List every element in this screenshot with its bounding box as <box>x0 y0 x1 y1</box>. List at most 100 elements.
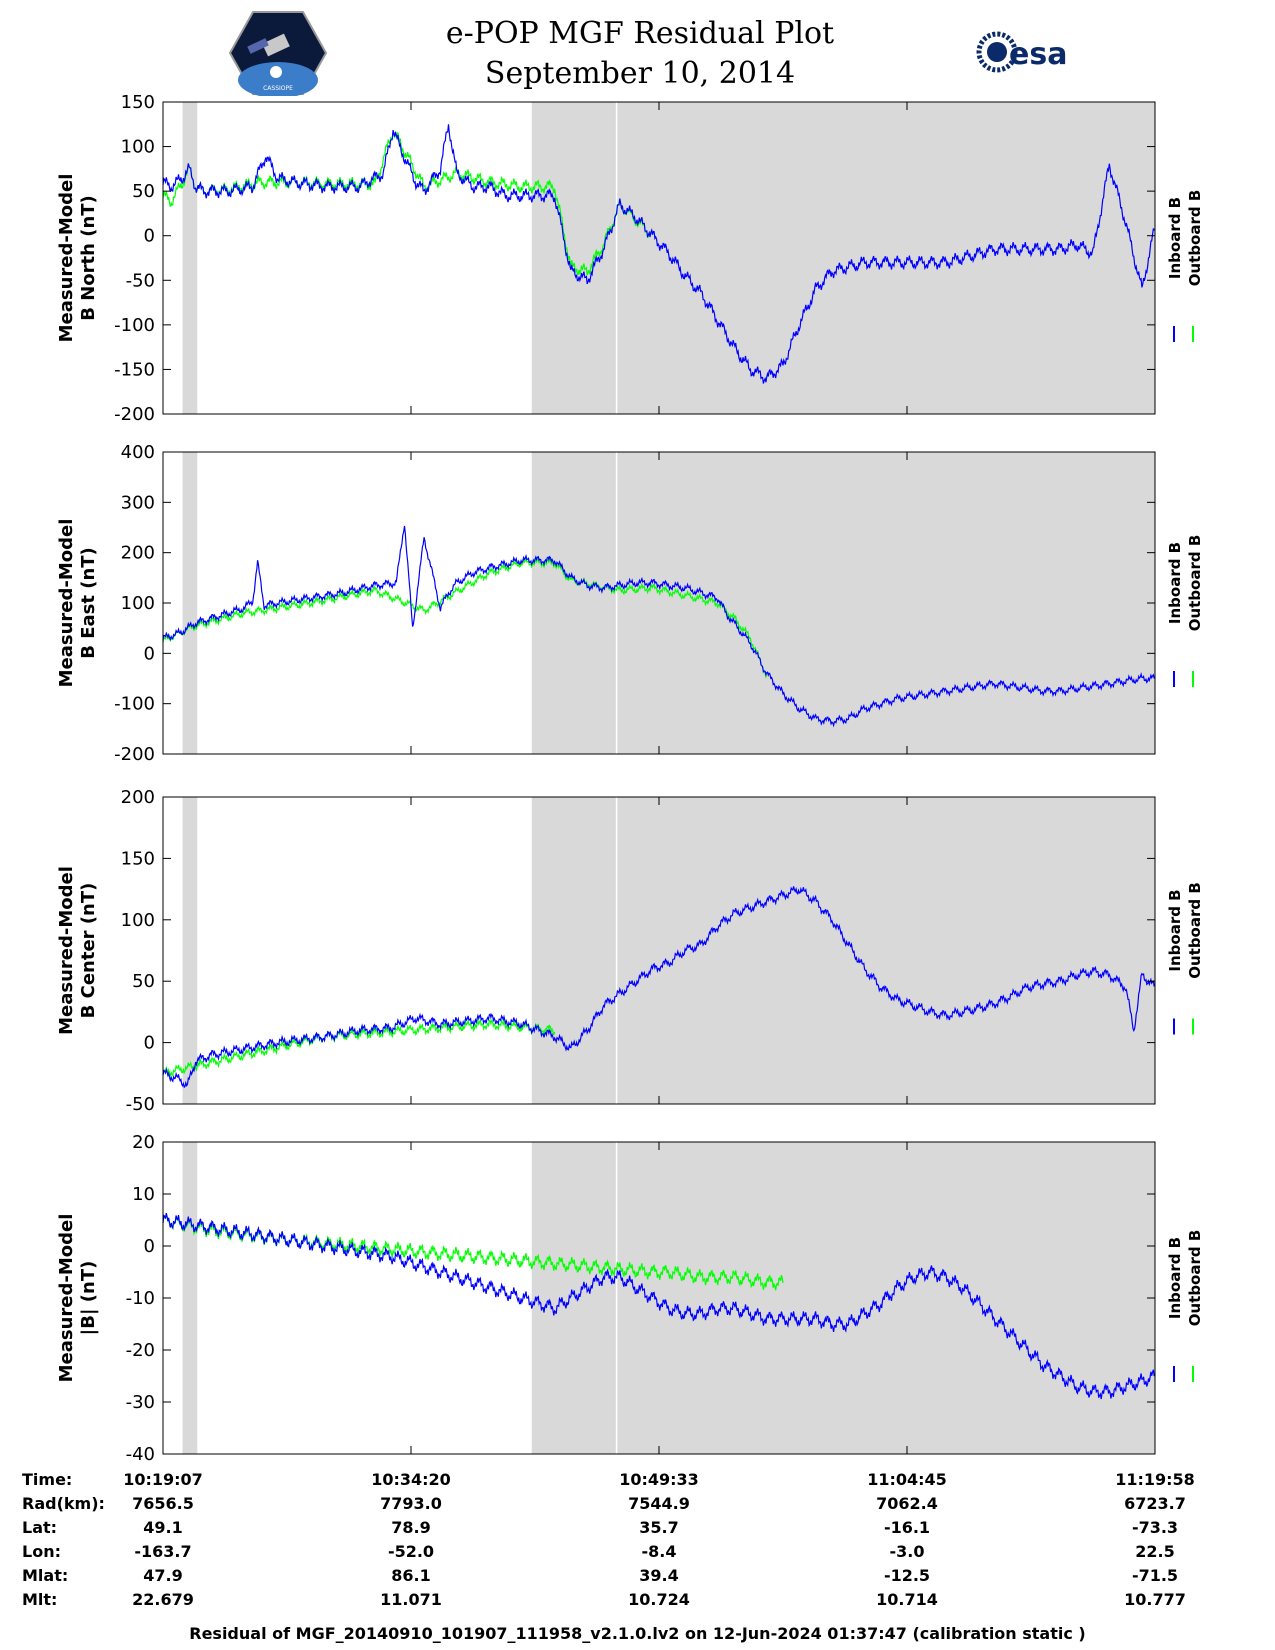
table-cell: -163.7 <box>134 1542 192 1561</box>
footer-caption: Residual of MGF_20140910_101907_111958_v… <box>189 1624 1086 1643</box>
y-tick-label: 200 <box>121 787 155 808</box>
legend-inboard-label: Inboard B <box>1166 1237 1184 1319</box>
table-cell: 78.9 <box>391 1518 431 1537</box>
y-tick-label: -40 <box>126 1444 155 1465</box>
series-line-inboard-b <box>162 124 1155 384</box>
y-axis-label-line: Measured-Model <box>56 519 77 688</box>
svg-text:CASSIOPE: CASSIOPE <box>263 85 293 92</box>
legend-outboard-label: Outboard B <box>1186 1230 1204 1327</box>
y-axis-label-line: Measured-Model <box>56 1214 77 1383</box>
y-tick-label: 300 <box>121 492 155 513</box>
y-tick-label: 20 <box>132 1132 155 1153</box>
y-tick-label: 0 <box>144 1033 155 1054</box>
table-cell: 22.679 <box>132 1590 194 1609</box>
legend-outboard-label: Outboard B <box>1186 535 1204 632</box>
legend-inboard-label: Inboard B <box>1166 542 1184 624</box>
table-row-label: Mlat: <box>22 1566 69 1585</box>
table-cell: 35.7 <box>639 1518 679 1537</box>
series-line-inboard-b <box>162 525 1155 728</box>
series-line-outboard-b <box>162 1018 556 1078</box>
table-cell: -71.5 <box>1131 1566 1179 1585</box>
shaded-region <box>531 452 1155 754</box>
shaded-region <box>182 452 198 754</box>
legend-inboard-label: Inboard B <box>1166 197 1184 279</box>
y-tick-label: 100 <box>121 593 155 614</box>
plot-title: e-POP MGF Residual Plot <box>445 16 835 51</box>
series-line-inboard-b <box>162 886 1155 1089</box>
y-axis-label: Measured-ModelB North (nT) <box>56 174 99 343</box>
table-cell: 7793.0 <box>380 1494 442 1513</box>
table-cell: 49.1 <box>143 1518 183 1537</box>
shaded-region <box>531 1142 1155 1454</box>
table-cell: 10.777 <box>1124 1590 1186 1609</box>
table-cell: -8.4 <box>641 1542 677 1561</box>
table-cell: 22.5 <box>1135 1542 1175 1561</box>
table-cell: 10:19:07 <box>123 1470 203 1489</box>
y-axis-label-line: Measured-Model <box>56 174 77 343</box>
table-cell: 11.071 <box>380 1590 442 1609</box>
y-tick-label: 150 <box>121 848 155 869</box>
table-cell: 6723.7 <box>1124 1494 1186 1513</box>
y-axis-label-line: B East (nT) <box>78 547 99 659</box>
table-cell: 7656.5 <box>132 1494 194 1513</box>
table-cell: 39.4 <box>639 1566 679 1585</box>
table-cell: 10.724 <box>628 1590 690 1609</box>
y-tick-label: -10 <box>126 1288 155 1309</box>
svg-text:esa: esa <box>1009 37 1067 72</box>
table-cell: -16.1 <box>883 1518 931 1537</box>
y-tick-label: 100 <box>121 137 155 158</box>
y-tick-label: 50 <box>132 971 155 992</box>
table-cell: -12.5 <box>883 1566 931 1585</box>
table-cell: -73.3 <box>1131 1518 1179 1537</box>
table-cell: 47.9 <box>143 1566 183 1585</box>
table-row-label: Lon: <box>22 1542 61 1561</box>
y-tick-label: 50 <box>132 181 155 202</box>
y-tick-label: -20 <box>126 1340 155 1361</box>
table-cell: 10.714 <box>876 1590 938 1609</box>
y-axis-label-line: B North (nT) <box>78 195 99 321</box>
series-line-inboard-b <box>162 1212 1155 1400</box>
cassiope-logo: CASSIOPE <box>228 11 328 96</box>
table-cell: 7544.9 <box>628 1494 690 1513</box>
y-tick-label: 0 <box>144 1236 155 1257</box>
shaded-region <box>182 797 198 1104</box>
y-tick-label: 200 <box>121 543 155 564</box>
y-axis-label: Measured-ModelB Center (nT) <box>56 866 99 1035</box>
y-tick-label: -50 <box>126 270 155 291</box>
y-tick-label: -200 <box>114 404 155 425</box>
legend-outboard-label: Outboard B <box>1186 882 1204 979</box>
y-axis-label-line: |B| (nT) <box>78 1261 99 1336</box>
y-tick-label: -100 <box>114 694 155 715</box>
table-row-label: Lat: <box>22 1518 58 1537</box>
table-cell: 10:34:20 <box>371 1470 451 1489</box>
y-tick-label: -30 <box>126 1392 155 1413</box>
table-cell: -52.0 <box>387 1542 435 1561</box>
esa-logo: esa <box>976 31 1067 73</box>
y-tick-label: 0 <box>144 226 155 247</box>
table-cell: 11:04:45 <box>867 1470 947 1489</box>
legend-inboard-label: Inboard B <box>1166 889 1184 971</box>
shaded-region <box>531 102 1155 414</box>
y-tick-label: -100 <box>114 315 155 336</box>
table-row-label: Time: <box>22 1470 73 1489</box>
table-cell: -3.0 <box>889 1542 925 1561</box>
y-axis-label: Measured-ModelB East (nT) <box>56 519 99 688</box>
y-tick-label: 150 <box>121 92 155 113</box>
title-block: e-POP MGF Residual Plot September 10, 20… <box>340 14 940 94</box>
table-cell: 10:49:33 <box>619 1470 699 1489</box>
table-cell: 86.1 <box>391 1566 431 1585</box>
y-tick-label: 10 <box>132 1184 155 1205</box>
shaded-region <box>182 1142 198 1454</box>
legend-outboard-label: Outboard B <box>1186 190 1204 287</box>
table-row-label: Mlt: <box>22 1590 58 1609</box>
table-cell: 7062.4 <box>876 1494 938 1513</box>
plot-date: September 10, 2014 <box>484 56 796 91</box>
y-axis-label: Measured-Model|B| (nT) <box>56 1214 99 1383</box>
y-tick-label: -150 <box>114 359 155 380</box>
y-axis-label-line: Measured-Model <box>56 866 77 1035</box>
y-tick-label: -200 <box>114 744 155 765</box>
y-tick-label: -50 <box>126 1094 155 1115</box>
y-tick-label: 100 <box>121 910 155 931</box>
shaded-region <box>531 797 1155 1104</box>
